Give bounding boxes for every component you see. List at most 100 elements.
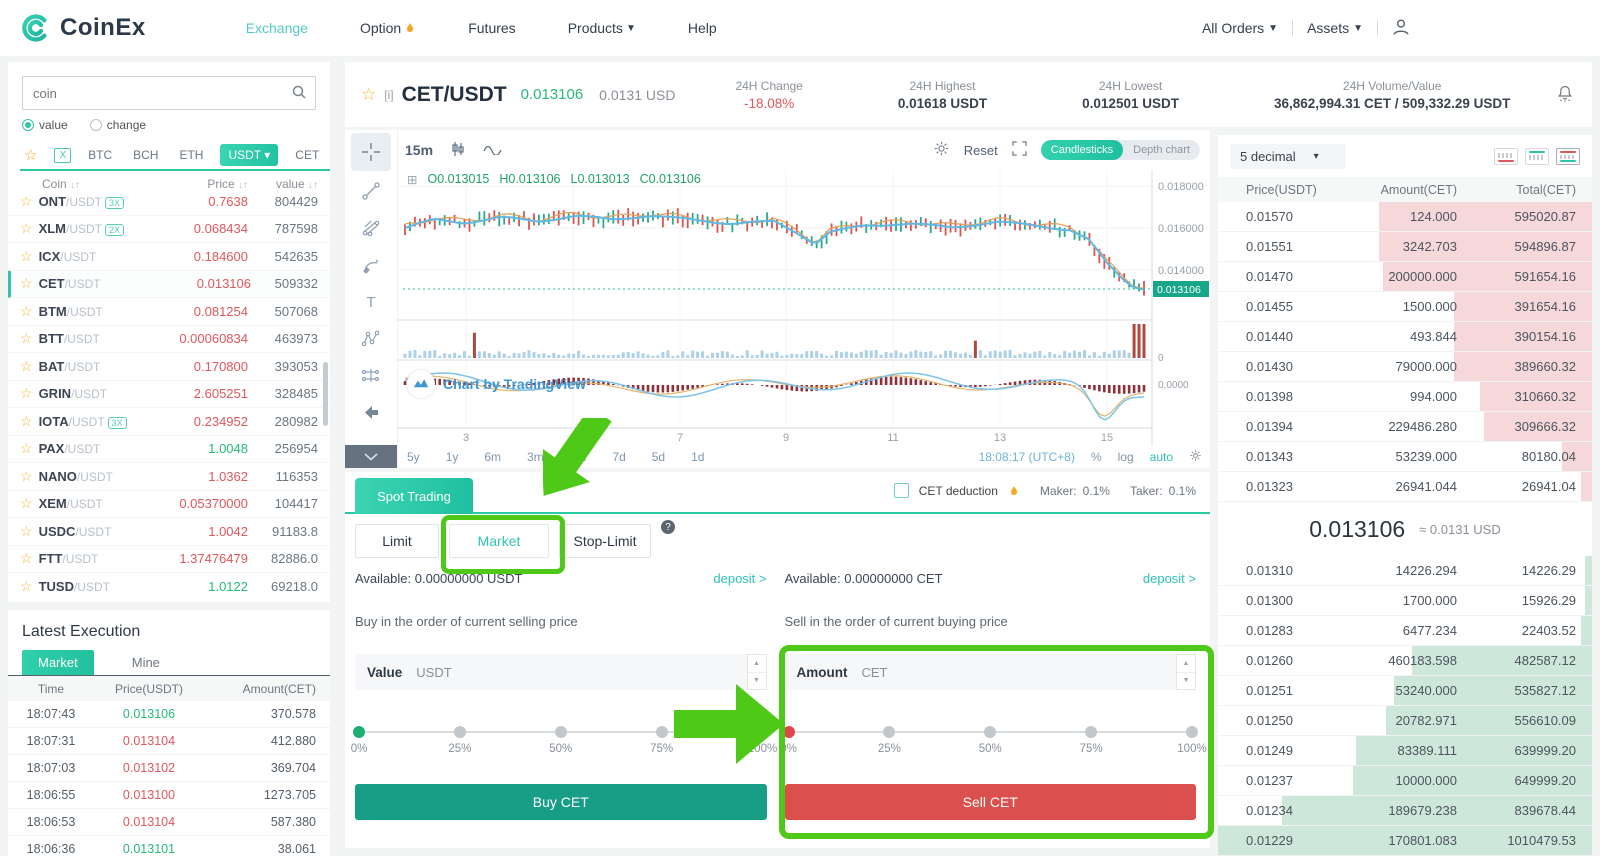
range-1d[interactable]: 1d	[691, 450, 705, 464]
favorite-star-icon[interactable]: ☆	[20, 467, 33, 484]
coin-row-bat[interactable]: ☆ BAT/USDT 0.170800 393053	[8, 353, 330, 381]
order-type-limit[interactable]: Limit	[355, 524, 439, 558]
bid-row[interactable]: 0.01283 6477.234 22403.52	[1218, 616, 1592, 646]
sell-deposit-link[interactable]: deposit >	[1142, 571, 1196, 586]
chart-area[interactable]: ⊞ O0.013015 H0.013106 L0.013013 C0.013106 0.…	[397, 170, 1210, 446]
order-type-market[interactable]: Market	[449, 524, 549, 558]
market-tab-usdt[interactable]: USDT ▾	[220, 144, 279, 166]
favorite-star-icon[interactable]: ☆	[20, 275, 33, 292]
collapse-toolbar-icon[interactable]	[345, 445, 397, 468]
reset-button[interactable]: Reset	[963, 142, 998, 158]
favorites-tab-star-icon[interactable]: ☆	[24, 147, 38, 164]
sort-radio-change[interactable]: change	[89, 118, 146, 132]
favorite-star-icon[interactable]: ☆	[20, 357, 33, 374]
step-down-icon[interactable]: ▼	[1182, 677, 1190, 685]
axis-settings-icon[interactable]	[1189, 449, 1202, 465]
bid-row[interactable]: 0.01251 53240.000 535827.12	[1218, 676, 1592, 706]
exec-tab-market[interactable]: Market	[22, 650, 94, 675]
add-indicator-icon[interactable]: ⊞	[407, 173, 418, 187]
slider-dot-50[interactable]	[554, 726, 567, 738]
slider-dot-0[interactable]	[782, 726, 795, 738]
trendline-icon[interactable]	[351, 174, 391, 208]
sell-button[interactable]: Sell CET	[784, 784, 1196, 820]
bid-row[interactable]: 0.01300 1700.000 15926.29	[1218, 586, 1592, 616]
ask-row[interactable]: 0.01343 53239.000 80180.04	[1218, 442, 1592, 472]
range-6m[interactable]: 6m	[484, 450, 502, 464]
coin-row-ftt[interactable]: ☆ FTT/USDT 1.37476479 82886.0	[8, 546, 330, 573]
market-tab-btc[interactable]: BTC	[88, 148, 113, 162]
range-3m[interactable]: 3m	[527, 450, 544, 464]
value-col-header[interactable]: value ↓↑	[275, 177, 318, 191]
slider-dot-25[interactable]	[453, 726, 466, 738]
ask-row[interactable]: 0.01455 1500.000 391654.16	[1218, 292, 1592, 322]
range-1y[interactable]: 1y	[445, 450, 459, 464]
favorite-star-icon[interactable]: ☆	[20, 330, 33, 347]
bid-row[interactable]: 0.01260 460183.598 482587.12	[1218, 646, 1592, 676]
coin-search[interactable]	[22, 76, 316, 110]
market-tab-cet[interactable]: CET	[295, 148, 320, 162]
bid-row[interactable]: 0.01310 14226.294 14226.29	[1218, 556, 1592, 586]
slider-dot-25[interactable]	[883, 726, 896, 738]
favorite-star-icon[interactable]: ☆	[20, 302, 33, 319]
style-toggle-candlesticks[interactable]: Candlesticks	[1040, 140, 1124, 160]
coin-row-xlm[interactable]: ☆ XLM/USDT 2X 0.068434 787598	[8, 216, 330, 243]
line-style-icon[interactable]	[483, 143, 503, 158]
interval-button[interactable]: 15m	[405, 142, 434, 158]
bid-row[interactable]: 0.01250 20782.971 556610.09	[1218, 706, 1592, 736]
coinex-logo[interactable]: CoinEx	[18, 11, 146, 45]
text-icon[interactable]: T	[351, 285, 391, 319]
pitchfork-icon[interactable]	[351, 211, 391, 245]
coin-row-usdc[interactable]: ☆ USDC/USDT 1.0042 91183.8	[8, 518, 330, 546]
coin-row-tusd[interactable]: ☆ TUSD/USDT 1.0122 69218.0	[8, 573, 330, 597]
ask-row[interactable]: 0.01430 79000.000 389660.32	[1218, 352, 1592, 382]
help-icon[interactable]: ?	[661, 520, 675, 534]
step-up-icon[interactable]: ▲	[1177, 655, 1195, 673]
favorite-star-icon[interactable]: ☆	[361, 84, 377, 104]
price-col-header[interactable]: Price ↓↑	[207, 177, 248, 191]
decimal-select[interactable]: 5 decimal ▾	[1230, 144, 1346, 169]
favorite-star-icon[interactable]: ☆	[20, 412, 33, 429]
ask-row[interactable]: 0.01440 493.844 390154.16	[1218, 322, 1592, 352]
nav-item-exchange[interactable]: Exchange	[245, 20, 308, 36]
buy-percent-slider[interactable]: 0% 25% 50% 75% 100%	[351, 726, 777, 756]
nav-assets[interactable]: Assets ▼	[1307, 20, 1363, 36]
coin-row-icx[interactable]: ☆ ICX/USDT 0.184600 542635	[8, 243, 330, 271]
info-icon[interactable]: [i]	[384, 87, 394, 102]
favorite-star-icon[interactable]: ☆	[20, 577, 33, 594]
coin-row-xem[interactable]: ☆ XEM/USDT 0.05370000 104417	[8, 491, 330, 518]
style-toggle-depth-chart[interactable]: Depth chart	[1133, 144, 1190, 156]
range-5d[interactable]: 5d	[651, 450, 666, 464]
bid-row[interactable]: 0.01249 83389.111 639999.20	[1218, 736, 1592, 766]
coin-row-btt[interactable]: ☆ BTT/USDT 0.00060834 463973	[8, 326, 330, 353]
back-arrow-icon[interactable]	[351, 396, 391, 430]
bid-row[interactable]: 0.01237 10000.000 649999.20	[1218, 766, 1592, 796]
scale-percent[interactable]: %	[1090, 450, 1102, 464]
tab-x-icon[interactable]: X	[54, 147, 72, 163]
coin-row-btm[interactable]: ☆ BTM/USDT 0.081254 507068	[8, 298, 330, 326]
step-down-icon[interactable]: ▼	[753, 677, 760, 685]
coin-search-input[interactable]	[23, 85, 291, 101]
favorite-star-icon[interactable]: ☆	[20, 495, 33, 512]
price-alert-icon[interactable]	[1556, 84, 1574, 105]
crosshair-icon[interactable]	[351, 133, 391, 171]
slider-dot-100[interactable]	[756, 726, 769, 738]
favorite-star-icon[interactable]: ☆	[20, 522, 33, 539]
buy-value-field[interactable]: Value USDT ▲ ▼	[355, 654, 767, 690]
favorite-star-icon[interactable]: ☆	[20, 220, 33, 237]
buy-deposit-link[interactable]: deposit >	[713, 571, 767, 586]
ask-row[interactable]: 0.01470 200000.000 591654.16	[1218, 262, 1592, 292]
coin-row-grin[interactable]: ☆ GRIN/USDT 2.605251 328485	[8, 381, 330, 408]
nav-all-orders[interactable]: All Orders ▼	[1201, 20, 1279, 36]
view-bids-only-icon[interactable]	[1525, 148, 1549, 165]
sell-percent-slider[interactable]: 0% 25% 50% 75% 100%	[780, 726, 1207, 756]
ask-row[interactable]: 0.01323 26941.044 26941.04	[1218, 472, 1592, 502]
coin-row-nano[interactable]: ☆ NANO/USDT 1.0362 116353	[8, 463, 330, 491]
coin-col-header[interactable]: Coin ↓↑	[42, 177, 81, 191]
step-up-icon[interactable]: ▲	[747, 655, 766, 673]
buy-button[interactable]: Buy CET	[355, 784, 767, 820]
sell-amount-field[interactable]: Amount CET ▲ ▼	[784, 654, 1196, 690]
market-tab-eth[interactable]: ETH	[179, 148, 204, 162]
slider-dot-50[interactable]	[984, 726, 997, 738]
coin-row-cet[interactable]: ☆ CET/USDT 0.013106 509332	[8, 270, 330, 298]
range-5y[interactable]: 5y	[407, 450, 420, 464]
